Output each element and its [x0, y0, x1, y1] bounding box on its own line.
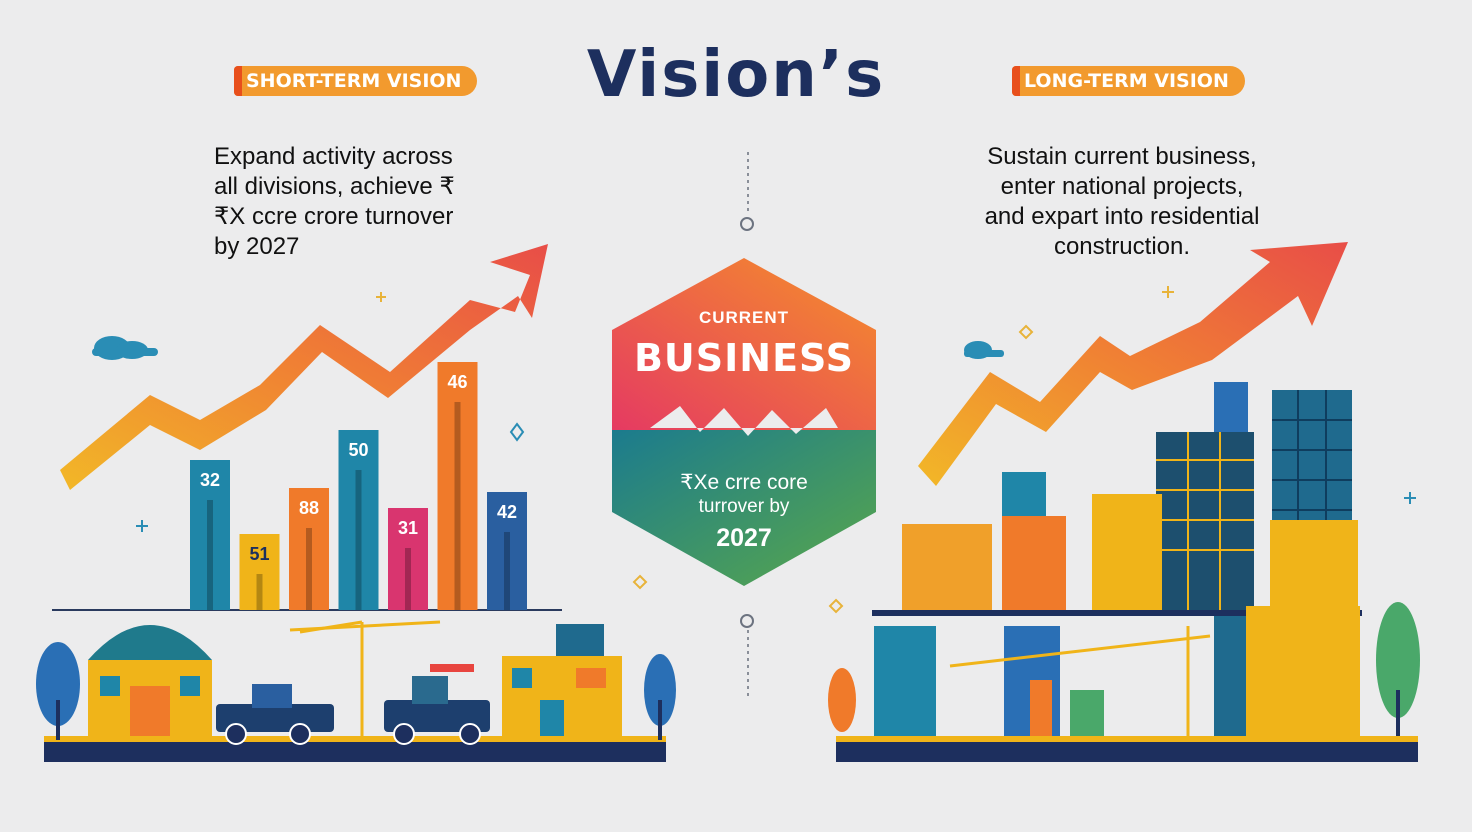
- bar-stripe-5: [405, 548, 411, 610]
- truck-icon: [384, 664, 490, 745]
- sparkle-icons: [376, 286, 1174, 614]
- factory-building: [502, 624, 622, 736]
- bar-stripe-3: [306, 528, 312, 610]
- bar-label-5: 31: [398, 518, 418, 538]
- ground-left: [44, 742, 666, 762]
- bar-label-2: 51: [249, 544, 269, 564]
- badge-line-2: turrover by: [698, 496, 790, 517]
- platform-right: [872, 610, 1362, 616]
- cloud-icon: [964, 341, 1004, 359]
- bar-stripe-7: [504, 532, 510, 610]
- short-term-description: Expand activity across all divisions, ac…: [214, 143, 455, 260]
- bar-3: [289, 488, 329, 610]
- long-term-tag: LONG-TERM VISION: [1012, 66, 1245, 96]
- short-term-tag: SHORT-TERM VISION: [234, 66, 478, 96]
- badge-line-3: 2027: [716, 524, 772, 552]
- crane-icon: [949, 626, 1211, 736]
- crane-icon: [289, 620, 441, 736]
- connector-node-bottom: [740, 614, 754, 628]
- long-term-description: Sustain current business, enter national…: [984, 143, 1260, 260]
- badge-tear: [650, 406, 838, 436]
- growth-arrow-left: [60, 244, 548, 490]
- badge-small-label: CURRENT: [698, 308, 790, 327]
- tree-icon: [36, 642, 80, 740]
- badge-line-1: ₹Xe crre core: [680, 471, 808, 494]
- growth-arrow-right: [918, 242, 1348, 486]
- tree-icon: [644, 654, 676, 740]
- bar-label-3: 88: [299, 498, 319, 518]
- orange-building: [902, 472, 1066, 610]
- tree-icon: [828, 602, 1420, 736]
- bar-label-1: 32: [200, 470, 220, 490]
- lower-buildings: [874, 606, 1360, 736]
- bar-7: [487, 492, 527, 610]
- excavator-icon: [216, 684, 334, 745]
- bar-stripe-6: [454, 402, 461, 610]
- cloud-icon: [92, 336, 158, 360]
- bar-1: [190, 460, 230, 610]
- sparkle-icons-blue: [136, 422, 1416, 532]
- ground-stripe-right: [836, 736, 1418, 742]
- bar-6: [437, 362, 478, 610]
- bar-label-7: 42: [497, 502, 517, 522]
- bar-label-6: 46: [447, 372, 467, 392]
- badge-big-label: BUSINESS: [633, 336, 855, 380]
- bar-stripe-2: [256, 574, 263, 610]
- bar-stripe-4: [355, 470, 362, 610]
- bar-chart: 32 51 88 50 31 46 42: [190, 362, 527, 610]
- badge-top: [612, 258, 876, 430]
- bar-2: [239, 534, 280, 610]
- badge-bottom: [612, 430, 876, 586]
- dome-building: [88, 625, 212, 736]
- bar-stripe-1: [207, 500, 213, 610]
- skyscraper-mid: [1156, 382, 1254, 610]
- bar-4: [338, 430, 379, 610]
- bar-5: [388, 508, 428, 610]
- bar-label-4: 50: [348, 440, 368, 460]
- page-title: Vision’s: [586, 38, 886, 112]
- ground-stripe-left: [44, 736, 666, 742]
- ground-right: [836, 742, 1418, 762]
- connector-node-top: [740, 217, 754, 231]
